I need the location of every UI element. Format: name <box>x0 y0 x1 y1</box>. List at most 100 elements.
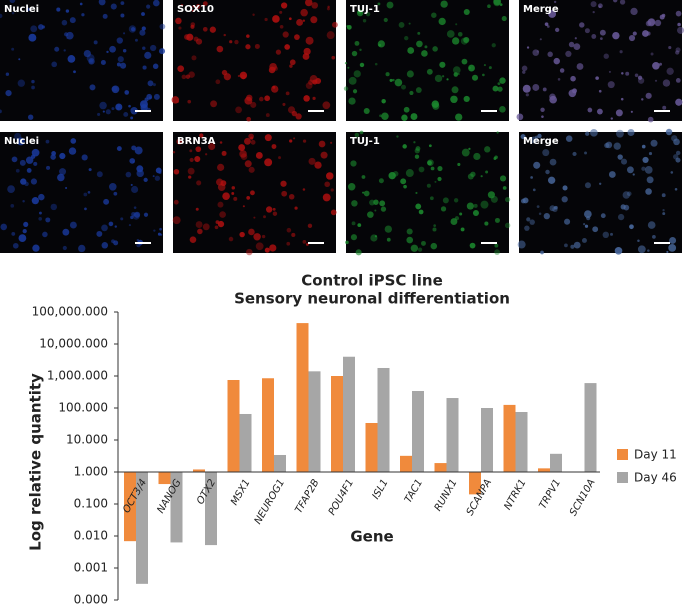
cell-signal <box>133 206 137 209</box>
cell-signal <box>554 205 558 210</box>
cell-signal <box>50 154 56 160</box>
bar <box>434 463 447 472</box>
cell-signal <box>400 178 407 185</box>
cell-signal <box>629 224 634 230</box>
cell-signal <box>345 240 349 245</box>
cell-signal <box>219 141 223 144</box>
cell-signal <box>402 144 407 149</box>
cell-signal <box>347 183 356 191</box>
y-tick-label: 10.000 <box>66 433 108 447</box>
cell-signal <box>102 13 108 19</box>
cell-signal <box>271 144 277 149</box>
cell-signal <box>56 7 61 12</box>
micrograph <box>0 0 163 121</box>
cell-signal <box>195 146 202 153</box>
cell-signal <box>116 37 123 44</box>
cell-signal <box>415 146 421 152</box>
cell-signal <box>24 181 29 187</box>
cell-signal <box>98 0 106 6</box>
cell-signal <box>244 96 253 105</box>
cell-signal <box>11 11 15 15</box>
cell-signal <box>239 71 248 80</box>
cell-signal <box>630 7 638 16</box>
bar <box>446 398 459 472</box>
cell-signal <box>246 196 251 200</box>
cell-signal <box>617 154 623 160</box>
cell-signal <box>384 225 392 233</box>
cell-signal <box>546 25 550 28</box>
cell-signal <box>616 129 624 138</box>
cell-signal <box>562 185 568 191</box>
cell-signal <box>187 167 195 175</box>
cell-signal <box>484 146 491 153</box>
cell-signal <box>502 186 507 190</box>
cell-signal <box>295 113 302 120</box>
cell-signal <box>383 17 388 23</box>
cell-signal <box>499 3 503 7</box>
cell-signal <box>499 175 507 182</box>
cell-signal <box>187 99 192 104</box>
cell-signal <box>97 112 101 117</box>
cell-signal <box>499 105 506 113</box>
cell-signal <box>190 24 195 29</box>
cell-signal <box>675 157 681 163</box>
cell-signal <box>602 231 610 239</box>
cell-signal <box>406 70 414 78</box>
cell-signal <box>579 22 585 28</box>
cell-signal <box>105 109 111 115</box>
cell-signal <box>488 66 492 70</box>
cell-signal <box>300 8 308 17</box>
cell-signal <box>113 240 119 246</box>
cell-signal <box>473 203 478 208</box>
cell-signal <box>379 200 386 207</box>
cell-signal <box>642 30 649 37</box>
cell-signal <box>392 171 399 177</box>
cell-signal <box>652 235 656 239</box>
cell-signal <box>598 89 602 93</box>
cell-signal <box>564 243 568 248</box>
cell-signal <box>619 0 626 5</box>
cell-signal <box>302 19 306 22</box>
cell-signal <box>520 134 526 140</box>
cell-signal <box>433 224 436 227</box>
cell-signal <box>155 167 162 174</box>
cell-signal <box>361 175 366 179</box>
cell-signal <box>302 139 307 143</box>
cell-signal <box>59 168 67 176</box>
cell-signal <box>659 62 663 66</box>
cell-signal <box>38 193 45 201</box>
image-label: TUJ-1 <box>350 4 380 15</box>
bar <box>124 472 136 542</box>
cell-signal <box>394 78 403 87</box>
y-tick-label: 1.000 <box>74 465 108 479</box>
cell-signal <box>386 237 391 242</box>
cell-signal <box>632 173 635 176</box>
cell-signal <box>238 144 246 152</box>
cell-signal <box>613 142 621 150</box>
y-tick-label: 0.000 <box>74 593 108 607</box>
cell-signal <box>547 51 553 57</box>
cell-signal <box>28 33 37 42</box>
cell-signal <box>401 84 406 90</box>
cell-signal <box>14 132 22 141</box>
cell-signal <box>264 95 271 102</box>
cell-signal <box>378 178 384 184</box>
cell-signal <box>428 144 432 148</box>
cell-signal <box>248 228 255 236</box>
cell-signal <box>533 161 541 169</box>
x-axis-title: Gene <box>350 528 393 546</box>
cell-signal <box>540 107 545 112</box>
image-label: Nuclei <box>4 4 39 15</box>
cell-signal <box>417 247 423 252</box>
cell-signal <box>615 109 623 117</box>
cell-signal <box>637 245 646 254</box>
cell-signal <box>574 37 577 40</box>
cell-signal <box>538 212 542 215</box>
cell-signal <box>246 248 253 256</box>
cell-signal <box>196 180 202 186</box>
cell-signal <box>320 151 328 159</box>
cell-signal <box>289 139 293 143</box>
cell-signal <box>620 97 624 101</box>
cell-signal <box>346 24 352 30</box>
cell-signal <box>628 34 636 42</box>
